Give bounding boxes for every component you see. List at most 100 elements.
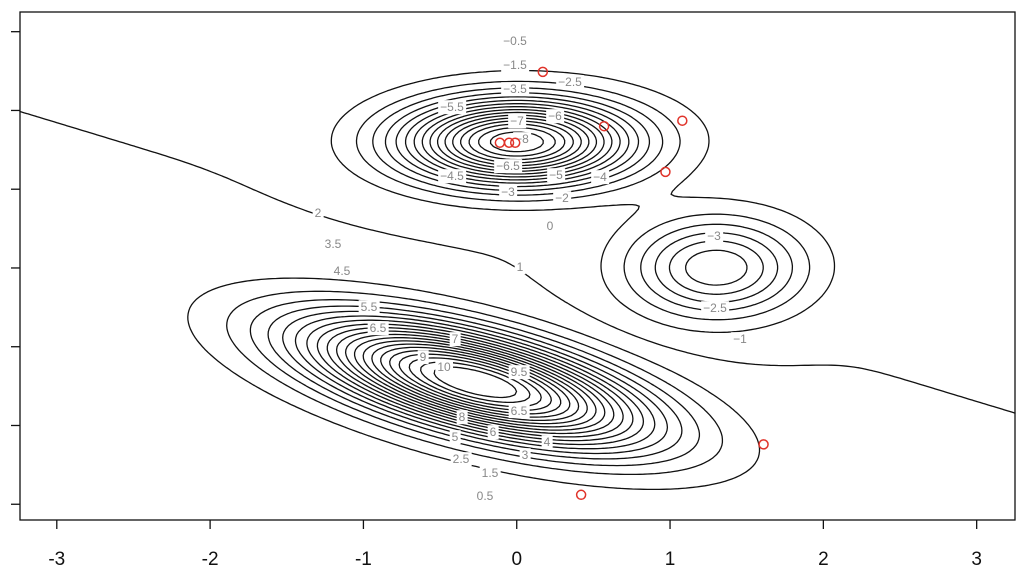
contour-label: −6.5 bbox=[496, 159, 520, 173]
contour-line bbox=[355, 80, 811, 321]
contour-line bbox=[404, 99, 748, 286]
contour-line bbox=[282, 310, 669, 455]
contour-label-bg bbox=[731, 332, 750, 347]
data-point bbox=[509, 137, 521, 148]
contour-label: −6 bbox=[548, 109, 562, 123]
contour-label: 6.5 bbox=[511, 404, 528, 418]
contour-label: −2 bbox=[555, 191, 569, 205]
contour-label-bg bbox=[556, 75, 585, 90]
contour-label: −4 bbox=[593, 170, 607, 184]
contour-label-bg bbox=[450, 452, 472, 467]
data-point bbox=[660, 166, 671, 178]
contour-label: 2.5 bbox=[453, 452, 470, 466]
contour-label-bg bbox=[541, 435, 553, 450]
contour-line bbox=[420, 361, 531, 404]
contour-label: 10 bbox=[437, 360, 451, 374]
data-point bbox=[677, 115, 688, 126]
contour-line bbox=[326, 327, 624, 438]
contour-label-bg bbox=[358, 300, 380, 315]
contour-label: 7 bbox=[452, 332, 459, 346]
contour-label: 5 bbox=[452, 430, 459, 444]
contour-line bbox=[335, 330, 615, 435]
contour-label: −3 bbox=[501, 185, 515, 199]
contour-label: −1 bbox=[733, 332, 747, 346]
contour-label: −0.5 bbox=[503, 34, 527, 48]
contour-label: −4.5 bbox=[440, 169, 464, 183]
contour-label-bg bbox=[322, 237, 344, 252]
contour-label: 1.5 bbox=[482, 466, 499, 480]
contour-label-bg bbox=[438, 169, 467, 184]
contour-label-bg bbox=[513, 132, 532, 147]
contour-label-bg bbox=[449, 332, 461, 347]
contour-line bbox=[372, 87, 794, 312]
contour-label-bg bbox=[312, 206, 324, 221]
data-point bbox=[537, 66, 549, 78]
data-point bbox=[758, 439, 769, 450]
contour-label-bg bbox=[501, 82, 530, 97]
contour-label-bg bbox=[591, 170, 610, 185]
contour-label-bg bbox=[494, 159, 523, 174]
contour-label-bg bbox=[519, 448, 531, 463]
contour-label-bg bbox=[508, 404, 530, 419]
contour-label: 5.5 bbox=[361, 300, 378, 314]
contour-line bbox=[478, 127, 556, 157]
contour-label-bg bbox=[499, 185, 518, 200]
contour-line bbox=[330, 69, 836, 334]
data-point bbox=[575, 489, 587, 501]
contour-label-bg bbox=[553, 191, 572, 206]
contour-label: −5 bbox=[549, 168, 563, 182]
contour-line bbox=[187, 277, 761, 491]
contour-label: −8 bbox=[515, 132, 529, 146]
x-tick-label: -3 bbox=[48, 549, 65, 570]
contour-label-bg bbox=[479, 466, 501, 481]
contour-label-bg bbox=[456, 410, 468, 425]
contour-label-bg bbox=[701, 301, 730, 316]
contour-label-bg bbox=[438, 100, 467, 115]
contour-label: −3 bbox=[707, 229, 721, 243]
contour-label-bg bbox=[417, 350, 429, 365]
contour-label-bg bbox=[508, 365, 530, 380]
contour-label: 3.5 bbox=[325, 237, 342, 251]
x-tick-label: 1 bbox=[665, 549, 676, 570]
contour-label-bg bbox=[705, 229, 724, 244]
contour-line bbox=[249, 299, 701, 467]
contour-line bbox=[344, 333, 606, 431]
x-tick-label: 3 bbox=[971, 549, 982, 570]
x-tick-label: -1 bbox=[355, 549, 372, 570]
contour-label-bg bbox=[367, 321, 389, 336]
contour-label-bg bbox=[435, 360, 453, 375]
contour-line bbox=[19, 110, 1016, 414]
contour-label: −7 bbox=[510, 114, 524, 128]
contour-label-bg bbox=[546, 109, 565, 124]
contour-label-bg bbox=[547, 168, 566, 183]
x-tick-label: -2 bbox=[202, 549, 219, 570]
x-tick-label: 2 bbox=[818, 549, 829, 570]
contour-label: −2.5 bbox=[703, 301, 727, 315]
data-point bbox=[598, 120, 610, 132]
contour-label-bg bbox=[474, 489, 496, 504]
contour-label: −3.5 bbox=[503, 82, 527, 96]
contour-label-bg bbox=[487, 425, 499, 440]
contour-line bbox=[316, 323, 634, 442]
plot-frame bbox=[19, 11, 1016, 521]
contour-label-bg bbox=[501, 58, 530, 73]
contour-label: 0.5 bbox=[477, 489, 494, 503]
contour-label: 8 bbox=[459, 410, 466, 424]
contour-line bbox=[294, 315, 656, 450]
contour-line bbox=[489, 131, 544, 153]
contour-label: 2 bbox=[315, 206, 322, 220]
contour-line bbox=[468, 123, 566, 161]
contour-label: 9 bbox=[420, 350, 427, 364]
contour-label: 3 bbox=[522, 448, 529, 462]
contour-label-bg bbox=[514, 260, 526, 275]
contour-label-bg bbox=[544, 219, 556, 234]
contour-label: 9.5 bbox=[511, 365, 528, 379]
contour-label-bg bbox=[449, 430, 461, 445]
x-tick-label: 0 bbox=[511, 549, 522, 570]
contour-label-bg bbox=[508, 114, 527, 129]
data-point bbox=[503, 137, 515, 148]
contour-label: 6 bbox=[490, 425, 497, 439]
contour-label-bg bbox=[501, 34, 530, 49]
contour-label: −2.5 bbox=[558, 75, 582, 89]
